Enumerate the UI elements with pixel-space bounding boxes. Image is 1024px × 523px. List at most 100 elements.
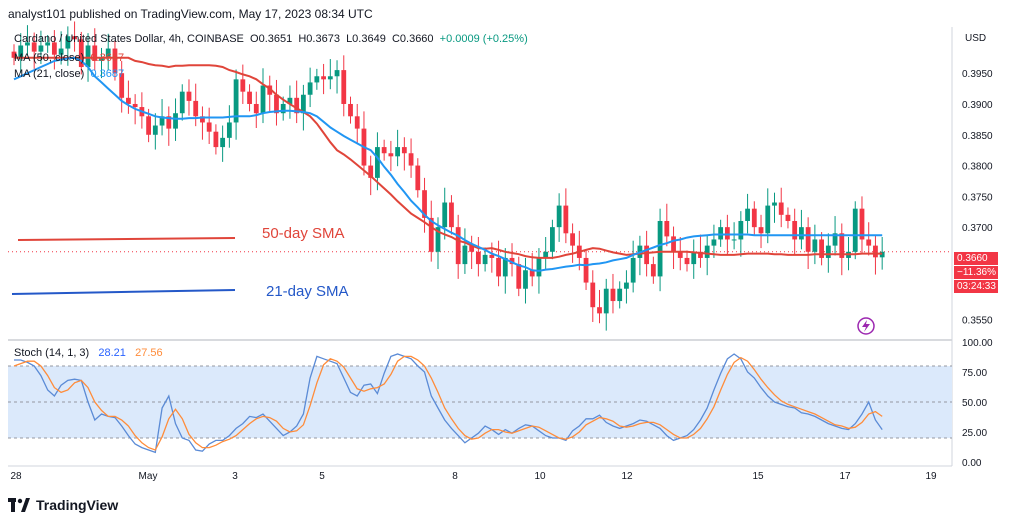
candle-body bbox=[684, 257, 690, 265]
candle-body bbox=[78, 39, 84, 68]
candle-body bbox=[213, 131, 219, 148]
ohlc-close: C0.3660 bbox=[391, 33, 434, 45]
candle-body bbox=[772, 202, 777, 206]
candle-body bbox=[51, 42, 57, 55]
price-tick-label: 0.3800 bbox=[962, 162, 993, 173]
candle-body bbox=[785, 214, 791, 221]
candle-body bbox=[280, 103, 286, 114]
candle-body bbox=[691, 251, 697, 265]
ma21-value: 0.3687 bbox=[90, 68, 125, 80]
candle-body bbox=[85, 45, 91, 68]
stoch-d-value: 27.56 bbox=[135, 347, 163, 359]
candle-body bbox=[247, 91, 252, 104]
candle-body bbox=[274, 94, 279, 114]
ma50-label: MA (50, close) bbox=[14, 52, 85, 64]
time-tick-label: 3 bbox=[232, 471, 238, 482]
candle-body bbox=[711, 239, 717, 246]
currency-label[interactable]: USD bbox=[965, 33, 987, 44]
candle-body bbox=[745, 208, 750, 221]
time-tick-label: 17 bbox=[839, 471, 851, 482]
stoch-k-value: 28.21 bbox=[98, 347, 126, 359]
candle-body bbox=[226, 122, 232, 138]
candle-body bbox=[314, 76, 320, 83]
candle-body bbox=[18, 45, 24, 58]
ohlc-open: O0.3651 bbox=[250, 33, 293, 45]
candle-body bbox=[159, 116, 165, 126]
candle-body bbox=[590, 282, 596, 308]
ma21-label: MA (21, close) bbox=[14, 68, 85, 80]
candle-body bbox=[58, 48, 64, 55]
candle-body bbox=[45, 42, 51, 46]
candle-body bbox=[583, 257, 589, 283]
candle-body bbox=[852, 208, 858, 252]
time-tick-label: 5 bbox=[319, 471, 325, 482]
sma21-annotation-line bbox=[11, 289, 236, 295]
price-tick-label: 0.3900 bbox=[962, 100, 993, 111]
candle-body bbox=[267, 85, 273, 95]
candle-body bbox=[825, 245, 831, 258]
candle-body bbox=[873, 245, 878, 258]
candle-body bbox=[718, 227, 724, 240]
symbol-legend[interactable]: Cardano / United States Dollar, 4h, COIN… bbox=[14, 33, 528, 45]
candle-body bbox=[704, 245, 710, 258]
percent-change-badge: −11.36% bbox=[954, 266, 998, 279]
candle-body bbox=[644, 245, 650, 265]
candle-body bbox=[233, 79, 239, 123]
candle-body bbox=[327, 76, 333, 80]
price-tick-label: 0.3950 bbox=[962, 69, 993, 80]
candle-body bbox=[624, 282, 629, 289]
candle-body bbox=[630, 257, 636, 283]
candle-body bbox=[126, 97, 131, 104]
candle-body bbox=[166, 116, 172, 129]
candle-body bbox=[556, 205, 562, 228]
candle-body bbox=[321, 76, 326, 80]
price-tick-label: 0.3750 bbox=[962, 192, 993, 203]
candle-body bbox=[832, 233, 838, 246]
candle-body bbox=[240, 79, 246, 92]
price-tick-label: 0.3850 bbox=[962, 131, 993, 142]
candle-body bbox=[758, 227, 764, 234]
candle-body bbox=[812, 239, 818, 252]
publish-info: analyst101 published on TradingView.com,… bbox=[8, 7, 373, 21]
candle-body bbox=[422, 190, 427, 218]
time-tick-label: 8 bbox=[452, 471, 458, 482]
ma21-legend[interactable]: MA (21, close) 0.3687 bbox=[14, 68, 124, 80]
candle-body bbox=[220, 137, 226, 148]
candle-body bbox=[146, 116, 151, 135]
candle-body bbox=[341, 70, 347, 104]
candle-body bbox=[738, 220, 744, 240]
candle-body bbox=[550, 227, 555, 252]
candle-body bbox=[132, 103, 138, 108]
candle-body bbox=[287, 97, 293, 104]
candle-body bbox=[617, 288, 623, 302]
candle-body bbox=[664, 220, 670, 237]
candle-body bbox=[381, 147, 387, 154]
stoch-tick-label: 100.00 bbox=[962, 338, 993, 349]
ma50-legend[interactable]: MA (50, close) 0.3657 bbox=[14, 52, 124, 64]
candle-body bbox=[408, 153, 414, 166]
countdown-badge: 03:24:33 bbox=[954, 280, 998, 293]
candle-body bbox=[294, 97, 300, 114]
stoch-legend[interactable]: Stoch (14, 1, 3) 28.21 27.56 bbox=[14, 347, 163, 359]
candle-body bbox=[516, 264, 522, 289]
candle-body bbox=[731, 239, 737, 241]
candle-body bbox=[469, 245, 475, 252]
candle-body bbox=[671, 236, 676, 252]
candle-body bbox=[112, 48, 118, 74]
ohlc-low: L0.3649 bbox=[346, 33, 386, 45]
candle-body bbox=[186, 91, 192, 101]
price-change: +0.0009 (+0.25%) bbox=[439, 33, 528, 45]
tradingview-logo[interactable]: TradingView bbox=[8, 497, 118, 513]
candle-body bbox=[31, 42, 37, 52]
candle-body bbox=[489, 254, 495, 258]
ma50-line bbox=[14, 56, 883, 259]
candle-body bbox=[253, 103, 259, 114]
candle-body bbox=[799, 227, 804, 240]
candle-body bbox=[529, 270, 535, 277]
candle-body bbox=[536, 257, 542, 277]
candle-body bbox=[523, 270, 528, 289]
time-tick-label: 28 bbox=[10, 471, 22, 482]
candle-body bbox=[449, 202, 454, 228]
